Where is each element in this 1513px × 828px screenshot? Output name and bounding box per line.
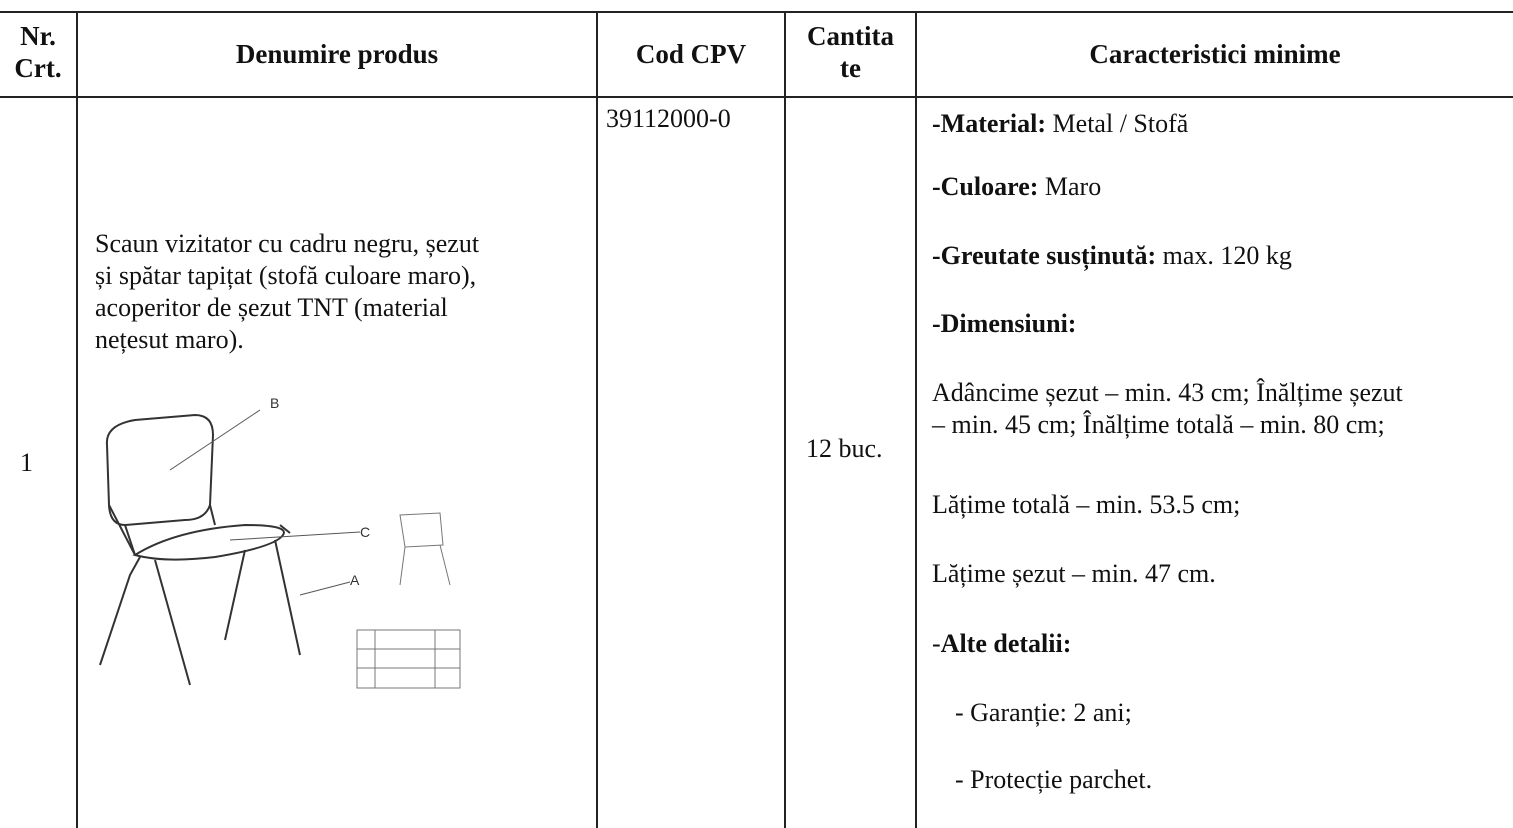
chair-image: B C A	[99, 395, 461, 689]
description-line: nețesut maro).	[95, 325, 244, 354]
header-qty: Cantita te	[786, 20, 915, 84]
rule	[0, 11, 1513, 13]
row-nr: 1	[20, 448, 33, 477]
header-cpv: Cod CPV	[635, 39, 747, 69]
spec: -Material: Metal / Stofă	[932, 108, 1188, 140]
spec-label: Alte detalii:	[940, 629, 1072, 658]
spec-text: Metal / Stofă	[1046, 109, 1189, 138]
spec-label: -Greutate susținută:	[932, 241, 1157, 270]
spec-line: – min. 45 cm; Înălțime totală – min. 80 …	[932, 410, 1385, 439]
spec-label: -Material:	[932, 109, 1047, 138]
image-label: B	[270, 395, 279, 411]
header-nr: Nr. Crt.	[0, 20, 76, 84]
qty: 12 buc.	[806, 434, 883, 463]
spec-label: -Dimensiuni:	[932, 309, 1077, 338]
spec: -Greutate susținută: max. 120 kg	[932, 240, 1292, 272]
spec-line: Adâncime șezut – min. 43 cm; Înălțime șe…	[932, 378, 1403, 407]
header-specs: Caracteristici minime	[1089, 39, 1341, 69]
spec: -Dimensiuni:	[932, 308, 1076, 340]
header-line: Cantita	[807, 21, 894, 51]
spec: Lățime totală – min. 53.5 cm;	[932, 490, 1241, 519]
description: Scaun vizitator cu cadru negru, șezut și…	[95, 228, 479, 356]
description-line: și spătar tapițat (stofă culoare maro),	[95, 261, 477, 290]
spec-text: max. 120 kg	[1156, 241, 1292, 270]
spec: - Protecție parchet.	[955, 765, 1153, 794]
image-label: C	[360, 524, 370, 540]
header-line: Nr.	[20, 21, 56, 51]
rule	[76, 11, 78, 828]
spec: - Garanție: 2 ani;	[955, 698, 1132, 727]
cpv: 39112000-0	[606, 104, 731, 133]
header-name: Denumire produs	[235, 39, 439, 69]
spec: -Alte detalii:	[932, 628, 1071, 660]
description-line: acoperitor de șezut TNT (material	[95, 293, 448, 322]
image-label: A	[350, 572, 360, 588]
spec-label: -Culoare:	[932, 172, 1039, 201]
description-line: Scaun vizitator cu cadru negru, șezut	[95, 229, 480, 258]
spec: -Culoare: Maro	[932, 171, 1101, 203]
rule	[915, 11, 917, 828]
spec-prefix: -	[932, 629, 941, 658]
spec-dims: Adâncime șezut – min. 43 cm; Înălțime șe…	[932, 377, 1403, 441]
header-line: te	[840, 53, 861, 83]
spec: Lățime șezut – min. 47 cm.	[932, 559, 1216, 588]
header-line: Crt.	[14, 53, 62, 83]
spec-text: Maro	[1038, 172, 1102, 201]
rule	[784, 11, 786, 828]
rule	[596, 11, 598, 828]
rule	[0, 96, 1513, 98]
